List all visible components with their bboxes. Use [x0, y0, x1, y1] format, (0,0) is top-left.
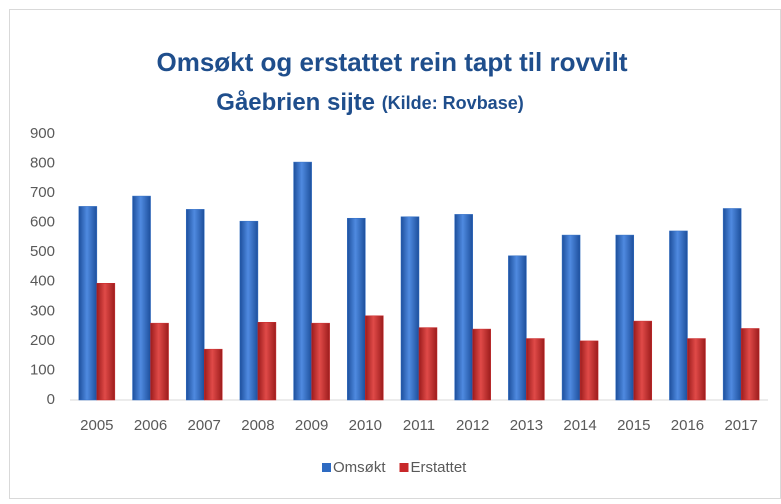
x-tick-label: 2014 — [563, 417, 596, 434]
y-tick-label: 0 — [47, 391, 55, 408]
y-tick-label: 900 — [30, 125, 55, 142]
source: (Kilde: Rovbase) — [382, 93, 524, 113]
bar — [615, 234, 635, 401]
y-tick-label: 600 — [30, 214, 55, 231]
bar — [472, 328, 491, 401]
x-tick-label: 2006 — [134, 417, 167, 434]
x-tick-label: 2015 — [617, 417, 650, 434]
y-tick-label: 100 — [30, 361, 55, 378]
x-tick-label: 2008 — [241, 417, 274, 434]
y-tick-label: 800 — [30, 155, 55, 172]
bar — [365, 315, 384, 401]
y-tick-label: 400 — [30, 273, 55, 290]
legend-swatch — [399, 463, 409, 472]
x-tick-label: 2016 — [671, 417, 704, 434]
legend-swatch — [322, 463, 331, 472]
legend-label: Omsøkt — [333, 459, 386, 476]
x-tick-label: 2007 — [188, 417, 221, 434]
x-tick-label: 2005 — [80, 417, 113, 434]
bar — [132, 195, 151, 401]
y-tick-label: 300 — [30, 302, 55, 319]
bar — [633, 320, 653, 401]
chart-frame — [9, 9, 781, 499]
bar — [561, 234, 581, 401]
x-tick-label: 2017 — [724, 417, 757, 434]
y-tick-label: 500 — [30, 243, 55, 260]
bar — [669, 230, 688, 401]
bar — [418, 327, 438, 401]
bar — [579, 340, 599, 401]
bar — [203, 348, 223, 401]
legend-label: Erstattet — [411, 459, 468, 476]
chart-subtitle: Gåebrien sijte (Kilde: Rovbase) — [216, 89, 523, 116]
chart-title: Omsøkt og erstattet rein tapt til rovvil… — [157, 47, 628, 77]
x-tick-label: 2012 — [456, 417, 489, 434]
bar — [78, 206, 98, 401]
x-tick-label: 2010 — [349, 417, 382, 434]
bar — [526, 338, 545, 401]
bar — [454, 214, 473, 401]
bar — [740, 328, 760, 401]
bar — [311, 322, 330, 401]
y-tick-label: 200 — [30, 332, 55, 349]
bar — [508, 255, 527, 401]
bar — [722, 208, 742, 401]
bar — [257, 322, 277, 401]
bar — [185, 209, 205, 401]
subtitle: Gåebrien sijte — [216, 89, 375, 116]
bar — [400, 216, 420, 401]
x-tick-label: 2013 — [510, 417, 543, 434]
bar — [293, 161, 312, 401]
bar — [150, 322, 169, 401]
bar — [347, 217, 366, 401]
bar — [239, 220, 259, 401]
y-tick-label: 700 — [30, 184, 55, 201]
bar — [687, 338, 706, 401]
x-tick-label: 2009 — [295, 417, 328, 434]
bar — [96, 283, 116, 401]
x-tick-label: 2011 — [403, 417, 435, 434]
